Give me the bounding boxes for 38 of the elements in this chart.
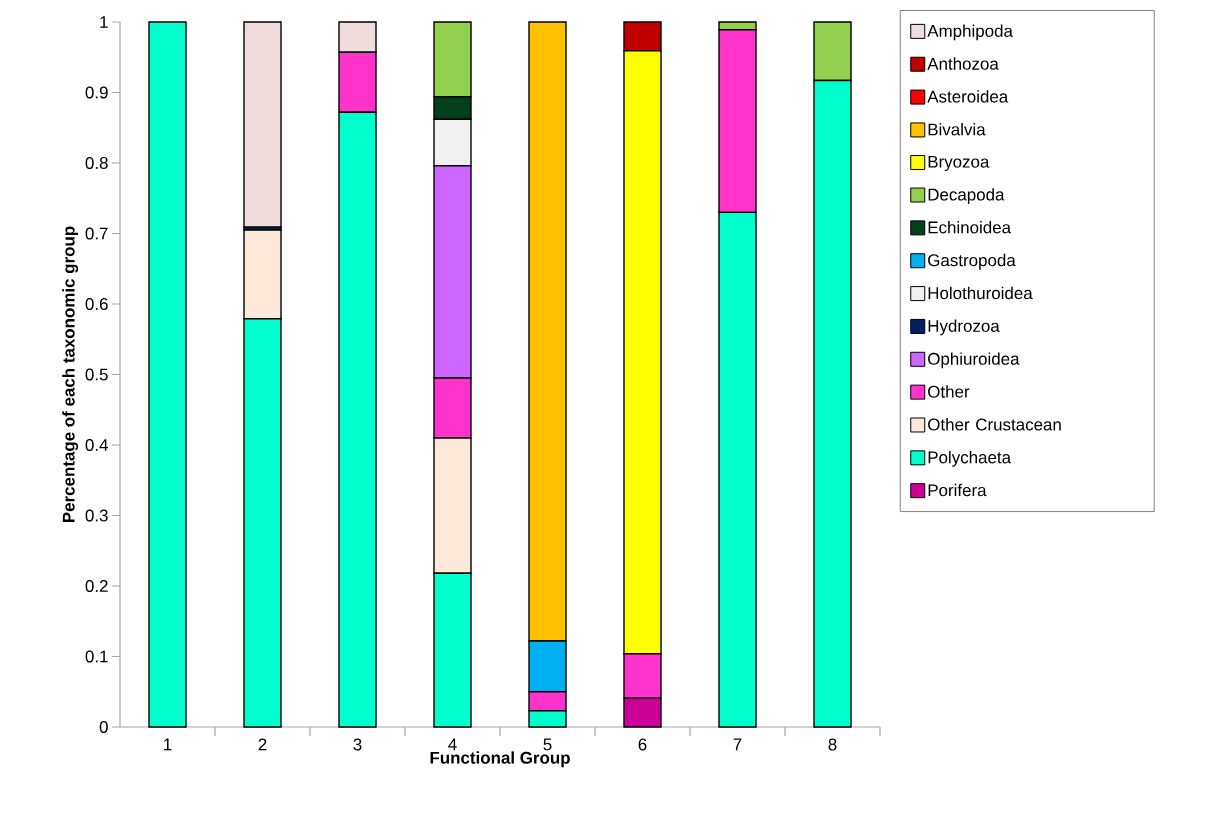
legend-label: Other Crustacean xyxy=(928,418,1061,431)
bar xyxy=(148,21,187,728)
legend-label: Bryozoa xyxy=(928,155,990,172)
legend-label: Other xyxy=(928,385,970,398)
y-tick-label: 0.2 xyxy=(85,580,108,592)
y-tick-label: 0.8 xyxy=(85,156,108,169)
legend-label: Echinoidea xyxy=(928,221,1012,234)
x-tick-label: 3 xyxy=(353,738,362,751)
x-tick-label: 1 xyxy=(164,738,172,751)
bar xyxy=(243,21,282,228)
legend-label: Asteroidea xyxy=(927,90,1009,103)
y-tick-label: 0 xyxy=(99,721,108,733)
y-tick-label: 1 xyxy=(100,16,108,28)
y-tick-label: 0.6 xyxy=(85,298,108,310)
y-tick-label: 0.3 xyxy=(85,509,108,522)
legend-label: Anthozoa xyxy=(927,57,999,70)
legend-label: Polychaeta xyxy=(928,450,1012,467)
legend-label: Gastropoda xyxy=(928,253,1016,270)
legend-label: Porifera xyxy=(928,483,987,497)
y-tick-label: 0.9 xyxy=(85,86,108,99)
x-tick-label: 2 xyxy=(258,738,267,751)
x-tick-label: 7 xyxy=(733,738,742,751)
x-axis-title: Functional Group xyxy=(430,751,570,768)
x-tick-label: 6 xyxy=(638,738,647,751)
legend-label: Hydrozoa xyxy=(928,319,1000,336)
y-tick-label: 0.7 xyxy=(85,227,108,240)
legend-label: Holothuroidea xyxy=(928,286,1033,300)
y-axis-title: Percentage of each taxonomic group xyxy=(62,226,79,523)
y-tick-label: 0.5 xyxy=(85,368,108,381)
x-tick-label: 8 xyxy=(828,738,837,751)
y-tick-label: 0.4 xyxy=(85,439,108,451)
legend-label: Ophiuroidea xyxy=(928,352,1020,369)
x-tick-label: 4 xyxy=(448,738,457,751)
y-tick-label: 0.1 xyxy=(85,650,108,663)
legend-label: Bivalvia xyxy=(928,123,986,136)
x-tick-label: 5 xyxy=(543,738,552,751)
legend-label: Decapoda xyxy=(928,188,1005,204)
legend-label: Amphipoda xyxy=(927,24,1013,41)
